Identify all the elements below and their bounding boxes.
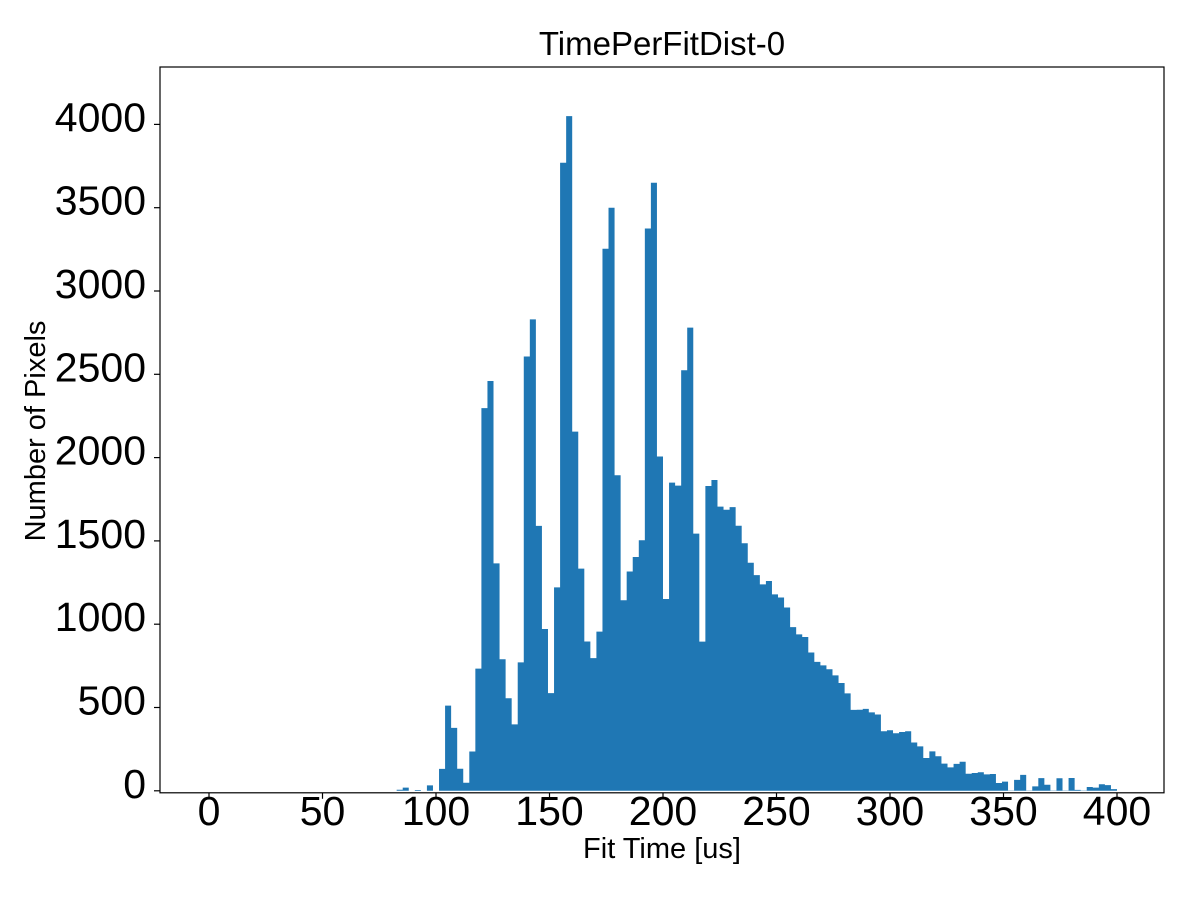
svg-text:250: 250 — [742, 788, 810, 834]
svg-text:100: 100 — [402, 788, 470, 834]
svg-text:400: 400 — [1083, 788, 1151, 834]
svg-text:150: 150 — [515, 788, 583, 834]
svg-text:1500: 1500 — [55, 511, 146, 557]
svg-text:2500: 2500 — [55, 344, 146, 390]
svg-text:Number of Pixels: Number of Pixels — [20, 321, 52, 542]
svg-text:500: 500 — [78, 678, 146, 724]
svg-text:1000: 1000 — [55, 594, 146, 640]
svg-text:300: 300 — [856, 788, 924, 834]
svg-text:0: 0 — [198, 788, 221, 834]
svg-text:0: 0 — [123, 761, 146, 807]
svg-text:200: 200 — [629, 788, 697, 834]
svg-text:2000: 2000 — [55, 428, 146, 474]
svg-text:3000: 3000 — [55, 261, 146, 307]
svg-text:350: 350 — [969, 788, 1037, 834]
svg-text:Fit Time [us]: Fit Time [us] — [583, 833, 741, 865]
svg-text:50: 50 — [300, 788, 346, 834]
svg-text:4000: 4000 — [55, 94, 146, 140]
svg-text:3500: 3500 — [55, 178, 146, 224]
svg-text:TimePerFitDist-0: TimePerFitDist-0 — [539, 25, 785, 62]
